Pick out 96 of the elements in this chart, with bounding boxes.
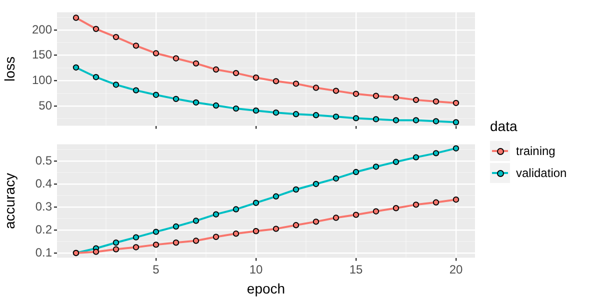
y-tick-label: 0.3: [35, 198, 52, 213]
point: [312, 112, 320, 118]
point: [252, 228, 260, 234]
point: [232, 69, 240, 76]
point: [392, 94, 400, 100]
y-tick-label: 150: [32, 47, 52, 62]
y-tick-label: 0.4: [35, 176, 52, 190]
point: [392, 204, 400, 211]
point: [272, 225, 280, 232]
point: [352, 114, 360, 121]
point: [412, 201, 420, 208]
point: [332, 87, 340, 94]
x-tick-label: 15: [349, 262, 363, 276]
point: [312, 218, 320, 224]
point: [192, 98, 200, 106]
point: [412, 116, 420, 123]
point: [412, 154, 420, 160]
point: [332, 113, 340, 120]
point: [112, 246, 120, 252]
point: [232, 206, 240, 212]
y-tick-label: 0.1: [35, 244, 52, 259]
point: [92, 25, 100, 32]
y-tick-label: 0.5: [35, 152, 52, 167]
y-axis-title: loss: [1, 56, 18, 81]
point: [212, 102, 220, 108]
point: [132, 86, 140, 93]
y-tick-label: 200: [32, 22, 52, 36]
point: [392, 116, 400, 123]
point: [332, 214, 340, 220]
point: [272, 78, 280, 84]
point: [272, 109, 280, 116]
point: [72, 14, 80, 20]
point: [132, 42, 140, 48]
point: [452, 99, 460, 106]
point: [452, 196, 460, 202]
point: [272, 192, 280, 199]
point: [432, 198, 440, 205]
point: [372, 92, 380, 98]
point: [372, 208, 380, 214]
point: [212, 66, 220, 72]
point: [172, 222, 180, 230]
point: [112, 81, 120, 88]
point: [132, 244, 140, 250]
point: [452, 144, 460, 151]
point: [352, 90, 360, 96]
legend-title: data: [490, 118, 518, 134]
point: [372, 163, 380, 170]
point: [332, 174, 340, 182]
x-tick-label: 20: [449, 262, 463, 276]
x-tick-label: 10: [249, 262, 263, 276]
point: [192, 217, 200, 224]
point: [212, 210, 220, 217]
point: [252, 199, 260, 206]
legend-label: training: [516, 144, 556, 158]
point: [412, 96, 420, 103]
point: [112, 239, 120, 246]
point: [292, 80, 300, 86]
point: [312, 180, 320, 187]
x-tick-label: 5: [152, 262, 160, 276]
point: [172, 54, 180, 61]
point: [432, 98, 440, 104]
y-axis-title: accuracy: [1, 172, 18, 229]
point: [252, 106, 260, 114]
point: [372, 116, 380, 122]
point: [352, 168, 360, 175]
legend-label: validation: [516, 166, 567, 180]
point: [172, 95, 180, 102]
point: [252, 74, 260, 80]
point: [212, 233, 220, 240]
y-tick-label: 0.2: [35, 222, 52, 236]
point: [192, 237, 200, 244]
point: [232, 230, 240, 236]
point: [152, 241, 160, 248]
point: [152, 228, 160, 234]
point: [292, 110, 300, 117]
y-tick-label: 100: [32, 72, 52, 86]
point: [232, 104, 240, 112]
point: [452, 118, 460, 125]
point: [92, 248, 100, 254]
x-axis-title: epoch: [246, 280, 286, 296]
point: [112, 33, 120, 40]
point: [92, 74, 100, 80]
point: [352, 211, 360, 218]
point: [152, 91, 160, 98]
point: [392, 158, 400, 165]
point: [152, 50, 160, 56]
point: [292, 222, 300, 228]
point: [72, 64, 80, 70]
y-tick-label: 50: [38, 98, 52, 112]
point: [292, 186, 300, 192]
point: [432, 118, 440, 124]
point: [172, 239, 180, 246]
point: [432, 150, 440, 156]
point: [312, 84, 320, 90]
point: [132, 234, 140, 240]
point: [192, 60, 200, 66]
